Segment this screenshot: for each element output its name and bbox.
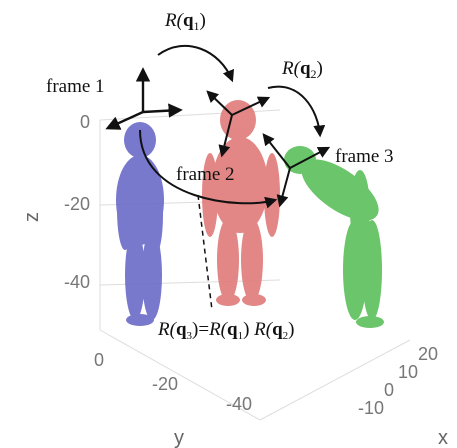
equation: R(q3)=R(q1) R(q2): [157, 319, 295, 342]
x-tick-label: 0: [384, 380, 394, 400]
x-axis-label: x: [438, 427, 448, 448]
y-tick-label: -20: [152, 374, 178, 394]
rotation-label-1: R(q1): [164, 10, 206, 33]
figure: R(q1) R(q2) frame 1 frame 2 frame 3 R(q3…: [0, 0, 457, 448]
x-tick-label: -10: [358, 398, 384, 418]
z-tick-label: 0: [80, 112, 90, 132]
rotation-label-2: R(q2): [281, 58, 323, 81]
green-figure: [284, 146, 388, 328]
x-tick-label: 10: [398, 362, 418, 382]
frame-label: frame 3: [335, 146, 394, 167]
blue-figure: [116, 122, 164, 326]
z-axis-label: z: [21, 212, 43, 222]
x-tick-label: 20: [418, 344, 438, 364]
z-tick-label: -20: [64, 194, 90, 214]
y-tick-label: -40: [226, 394, 252, 414]
y-tick-label: 0: [94, 350, 104, 370]
y-axis-label: y: [174, 427, 184, 448]
z-tick-label: -40: [64, 272, 90, 292]
frame-label: frame 2: [176, 164, 235, 185]
frame-label: frame 1: [46, 76, 105, 97]
